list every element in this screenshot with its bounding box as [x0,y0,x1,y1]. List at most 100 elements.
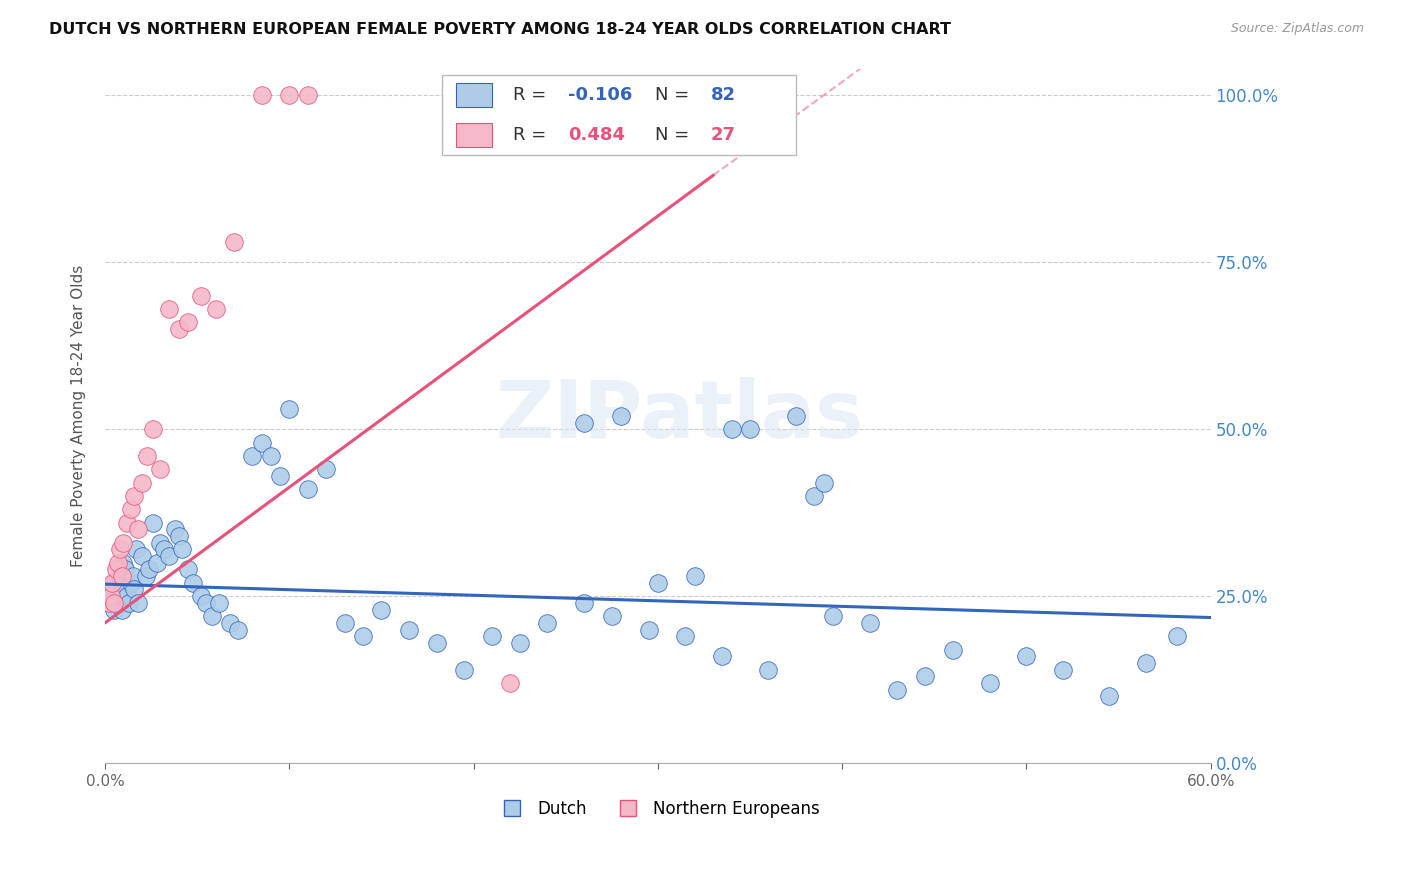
Point [121,569,143,583]
Point [1166,629,1188,643]
Point [219,615,242,630]
Point [711,649,734,664]
Text: DUTCH VS NORTHERN EUROPEAN FEMALE POVERTY AMONG 18-24 YEAR OLDS CORRELATION CHAR: DUTCH VS NORTHERN EUROPEAN FEMALE POVERT… [49,22,952,37]
Point [195,596,218,610]
Point [1052,663,1074,677]
Point [183,575,205,590]
Point [115,589,138,603]
Point [637,623,659,637]
Point [149,535,172,549]
Y-axis label: Female Poverty Among 18-24 Year Olds: Female Poverty Among 18-24 Year Olds [72,265,86,567]
Point [107,596,129,610]
Point [208,596,231,610]
Point [1015,649,1038,664]
Point [269,469,291,483]
Point [101,589,124,603]
Point [683,569,706,583]
Point [167,322,190,336]
Point [110,569,132,583]
Point [112,556,135,570]
Point [159,549,181,563]
Point [131,549,153,563]
Point [260,449,283,463]
Text: ZIPatlas: ZIPatlas [496,376,865,455]
Point [979,676,1001,690]
Point [149,462,172,476]
Point [107,556,129,570]
Point [110,602,132,616]
Point [352,629,374,643]
Point [426,636,449,650]
Point [886,682,908,697]
Point [103,596,125,610]
Legend: Dutch, Northern Europeans: Dutch, Northern Europeans [489,793,827,824]
Point [131,475,153,490]
Point [136,449,159,463]
Point [942,642,965,657]
Point [135,569,157,583]
Point [138,562,160,576]
Point [177,562,200,576]
Point [108,569,131,583]
Point [1135,656,1157,670]
Point [785,409,807,423]
Point [172,542,194,557]
Point [101,575,124,590]
Point [105,562,128,576]
Point [112,582,135,597]
Point [600,609,623,624]
Point [370,602,392,616]
Point [222,235,245,249]
Text: Source: ZipAtlas.com: Source: ZipAtlas.com [1230,22,1364,36]
Point [297,88,319,103]
Point [481,629,503,643]
Point [163,522,186,536]
Point [201,609,224,624]
Point [821,609,844,624]
Point [914,669,936,683]
Point [120,502,142,516]
Point [127,596,149,610]
Point [103,575,125,590]
Point [110,589,132,603]
Point [105,589,128,603]
Point [103,602,125,616]
Point [720,422,742,436]
Point [572,416,595,430]
Point [124,582,146,597]
Point [250,88,273,103]
Point [114,562,136,576]
Point [177,315,200,329]
Point [108,542,131,557]
Point [190,589,212,603]
Point [572,596,595,610]
Point [97,596,120,610]
Point [675,629,697,643]
Point [738,422,761,436]
Point [226,623,249,637]
Point [120,575,142,590]
Point [453,663,475,677]
Point [297,483,319,497]
Point [159,301,181,316]
Point [610,409,633,423]
Point [167,529,190,543]
Point [803,489,825,503]
Point [250,435,273,450]
Point [333,615,356,630]
Point [142,516,165,530]
Point [112,535,135,549]
Point [509,636,531,650]
Point [142,422,165,436]
Point [278,88,301,103]
Point [315,462,337,476]
Point [204,301,226,316]
Point [127,522,149,536]
Point [145,556,167,570]
Point [118,596,141,610]
Point [813,475,835,490]
Point [278,402,301,417]
Point [100,589,122,603]
Point [536,615,558,630]
Point [124,489,146,503]
